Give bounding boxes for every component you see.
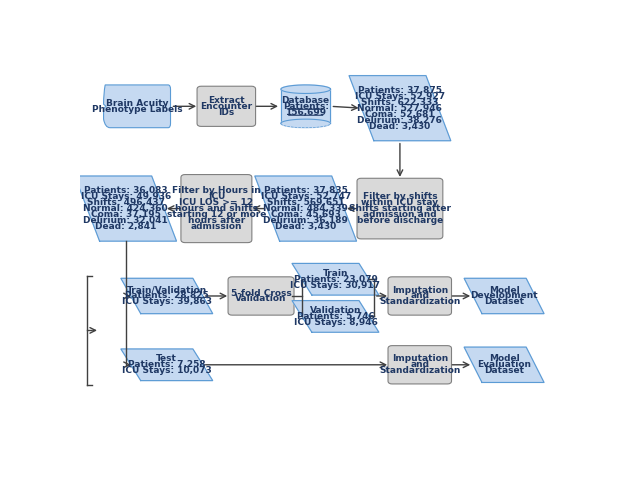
- Text: starting 12 or more: starting 12 or more: [166, 210, 266, 219]
- Text: Coma: 37,195: Coma: 37,195: [91, 210, 161, 219]
- FancyBboxPatch shape: [228, 277, 294, 315]
- Text: Phenotype Labels: Phenotype Labels: [92, 105, 182, 114]
- Text: Filter by Hours in: Filter by Hours in: [172, 186, 260, 195]
- Text: ICU Stays: 52,747: ICU Stays: 52,747: [260, 192, 351, 201]
- Text: Train: Train: [323, 269, 348, 278]
- Text: Dataset: Dataset: [484, 298, 524, 306]
- Text: Delirium: 32,041: Delirium: 32,041: [83, 216, 168, 225]
- FancyBboxPatch shape: [388, 277, 451, 315]
- Polygon shape: [121, 349, 212, 381]
- Text: Coma: 52,681: Coma: 52,681: [365, 110, 435, 119]
- Text: Patients: 37,835: Patients: 37,835: [264, 186, 348, 195]
- Polygon shape: [281, 89, 330, 124]
- Text: Normal: 424,360: Normal: 424,360: [83, 204, 168, 213]
- Text: Patients: 5,746: Patients: 5,746: [296, 312, 374, 321]
- Text: ICU Stays: 49,936: ICU Stays: 49,936: [81, 192, 171, 201]
- Text: Standardization: Standardization: [379, 298, 460, 306]
- Text: Coma: 45,693: Coma: 45,693: [271, 210, 340, 219]
- Polygon shape: [292, 263, 379, 295]
- Text: Normal: 484,339: Normal: 484,339: [263, 204, 348, 213]
- Text: Dataset: Dataset: [484, 366, 524, 375]
- Text: Patients: 23,079: Patients: 23,079: [294, 275, 378, 284]
- Text: ICU Stays: 30,917: ICU Stays: 30,917: [291, 281, 380, 290]
- Text: Development: Development: [470, 291, 538, 300]
- Text: Extract: Extract: [208, 96, 244, 105]
- PathPatch shape: [104, 85, 170, 128]
- Text: Delirium: 36,189: Delirium: 36,189: [263, 216, 348, 225]
- Polygon shape: [349, 76, 451, 141]
- Text: Shifts starting after: Shifts starting after: [349, 204, 451, 213]
- Text: Patients: 7,258: Patients: 7,258: [128, 360, 205, 369]
- Text: Encounter: Encounter: [200, 102, 252, 111]
- Polygon shape: [292, 300, 379, 332]
- Text: Validation: Validation: [236, 295, 287, 303]
- FancyBboxPatch shape: [388, 346, 451, 384]
- Polygon shape: [121, 278, 212, 313]
- Text: IDs: IDs: [218, 108, 234, 117]
- Text: Evaluation: Evaluation: [477, 360, 531, 369]
- Text: 156,699: 156,699: [285, 108, 326, 117]
- Text: Dead: 2,841: Dead: 2,841: [95, 222, 156, 231]
- Text: and: and: [410, 291, 429, 300]
- Text: ICU Stays: 8,946: ICU Stays: 8,946: [294, 318, 378, 327]
- Text: Shifts: 622,333: Shifts: 622,333: [361, 98, 438, 107]
- Text: Database: Database: [282, 96, 330, 105]
- Text: hours after: hours after: [188, 216, 245, 225]
- Polygon shape: [281, 85, 330, 94]
- FancyBboxPatch shape: [357, 178, 443, 239]
- Text: Patients: 36,083: Patients: 36,083: [84, 186, 168, 195]
- Text: Patients: 37,875: Patients: 37,875: [358, 86, 442, 95]
- Text: before discharge: before discharge: [356, 216, 443, 225]
- Text: Test: Test: [156, 355, 177, 363]
- Text: Brain Acuity: Brain Acuity: [106, 99, 168, 108]
- Polygon shape: [255, 176, 356, 241]
- Text: Shifts: 496,437: Shifts: 496,437: [86, 198, 164, 207]
- Polygon shape: [75, 176, 177, 241]
- Text: Filter by shifts: Filter by shifts: [363, 192, 437, 201]
- Text: Normal: 527,946: Normal: 527,946: [358, 104, 442, 113]
- Polygon shape: [464, 347, 544, 383]
- FancyBboxPatch shape: [181, 174, 252, 242]
- Text: ICU Stays: 52,927: ICU Stays: 52,927: [355, 92, 445, 101]
- Text: Model: Model: [489, 285, 520, 295]
- Text: Validation: Validation: [310, 306, 361, 315]
- Text: hours and shifts: hours and shifts: [175, 204, 258, 213]
- Text: Model: Model: [489, 355, 520, 363]
- Text: 5-fold Cross: 5-fold Cross: [230, 288, 291, 298]
- Text: Imputation: Imputation: [392, 285, 448, 295]
- Text: within ICU stay: within ICU stay: [362, 198, 438, 207]
- FancyBboxPatch shape: [197, 86, 255, 127]
- Polygon shape: [281, 119, 330, 128]
- Text: admission and: admission and: [363, 210, 436, 219]
- Text: Train/Validation: Train/Validation: [127, 285, 207, 295]
- Text: Dead: 3,430: Dead: 3,430: [369, 122, 431, 130]
- Text: Imputation: Imputation: [392, 355, 448, 363]
- Text: Patients: 28,825: Patients: 28,825: [125, 291, 209, 300]
- Text: ICU Stays: 39,863: ICU Stays: 39,863: [122, 298, 212, 306]
- Text: Standardization: Standardization: [379, 366, 460, 375]
- Polygon shape: [464, 278, 544, 313]
- Text: Dead: 3,430: Dead: 3,430: [275, 222, 336, 231]
- Text: Delirium: 38,276: Delirium: 38,276: [358, 115, 442, 125]
- Text: and: and: [410, 360, 429, 369]
- Text: Shifts: 569,651: Shifts: 569,651: [267, 198, 344, 207]
- Text: ICU: ICU: [208, 192, 225, 201]
- Text: ICU Stays: 10,073: ICU Stays: 10,073: [122, 366, 212, 375]
- Text: admission: admission: [191, 222, 242, 231]
- Text: Patients:: Patients:: [283, 102, 329, 111]
- Text: ICU LOS >= 12: ICU LOS >= 12: [179, 198, 253, 207]
